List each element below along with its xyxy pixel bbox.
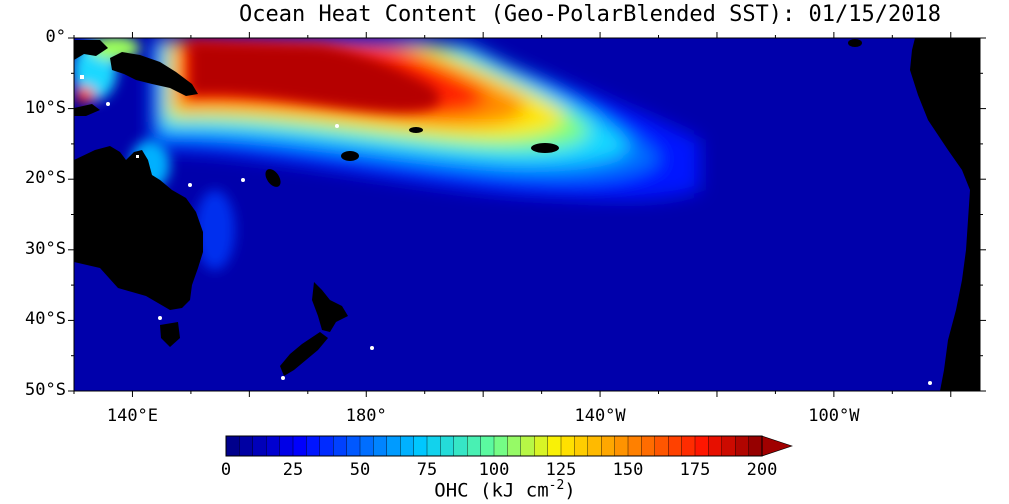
colorbar-tick-label: 0 — [220, 460, 232, 480]
colorbar-tick-label: 100 — [478, 460, 510, 480]
colorbar-swatch — [721, 435, 736, 457]
latitude-label: 10°S — [25, 97, 66, 118]
colorbar-swatch — [507, 435, 522, 457]
colorbar-swatch — [547, 435, 562, 457]
colorbar-swatch — [534, 435, 549, 457]
colorbar-tick-label: 125 — [545, 460, 577, 480]
australia-land — [74, 146, 203, 310]
colorbar-swatch — [319, 435, 334, 457]
colorbar-swatch — [266, 435, 281, 457]
colorbar-swatch — [587, 435, 602, 457]
colorbar-swatch — [386, 435, 401, 457]
ohc-field — [74, 38, 980, 391]
colorbar-tick-label: 25 — [282, 460, 304, 480]
colorbar-swatch — [413, 435, 428, 457]
colorbar — [225, 435, 793, 457]
colorbar-tick-label: 50 — [349, 460, 371, 480]
latitude-label: 0° — [45, 27, 66, 47]
colorbar-tick-label: 150 — [612, 460, 644, 480]
tasmania-land — [160, 322, 180, 347]
colorbar-swatch — [292, 435, 308, 457]
colorbar-swatch — [373, 435, 388, 457]
colorbar-swatch — [426, 435, 442, 457]
colorbar-tick-label: 75 — [416, 460, 438, 480]
colorbar-swatch — [708, 435, 723, 457]
colorbar-swatch — [239, 435, 254, 457]
south-america-land — [910, 38, 980, 391]
new-zealand-north-island — [312, 282, 348, 332]
latitude-label: 20°S — [25, 168, 66, 189]
colorbar-swatch — [333, 435, 348, 457]
colorbar-swatch — [493, 435, 509, 457]
colorbar-swatch — [346, 435, 361, 457]
colorbar-tick-label: 200 — [746, 460, 778, 480]
latitude-label: 40°S — [25, 309, 66, 330]
longitude-label: 180° — [345, 406, 387, 426]
latitude-label: 30°S — [25, 238, 66, 259]
colorbar-swatch — [359, 435, 375, 457]
colorbar-swatch — [480, 435, 495, 457]
colorbar-swatch — [614, 435, 629, 457]
colorbar-swatch — [467, 435, 482, 457]
colorbar-swatch — [560, 435, 576, 457]
colorbar-swatch — [641, 435, 656, 457]
colorbar-swatch — [681, 435, 696, 457]
colorbar-swatch — [440, 435, 455, 457]
colorbar-swatch — [252, 435, 267, 457]
map-axis-ticks — [68, 32, 986, 397]
colorbar-swatch — [735, 435, 750, 457]
longitude-label: 140°E — [106, 406, 159, 426]
latitude-label: 50°S — [25, 380, 66, 400]
colorbar-swatch — [453, 435, 468, 457]
new-guinea-land — [110, 52, 198, 96]
colorbar-swatch — [400, 435, 415, 457]
map-title: Ocean Heat Content (Geo-PolarBlended SST… — [239, 2, 941, 27]
colorbar-swatch — [306, 435, 321, 457]
colorbar-swatch — [654, 435, 669, 457]
colorbar-swatch — [627, 435, 643, 457]
colorbar-swatch — [668, 435, 683, 457]
colorbar-swatch — [748, 435, 763, 457]
longitude-label: 100°W — [808, 406, 860, 426]
land-masses — [74, 38, 980, 391]
colorbar-swatch — [520, 435, 535, 457]
colorbar-swatch — [279, 435, 294, 457]
colorbar-tick-label: 175 — [679, 460, 711, 480]
colorbar-swatch — [601, 435, 616, 457]
indonesia-land — [74, 40, 108, 60]
colorbar-swatch — [694, 435, 710, 457]
colorbar-swatch — [225, 435, 241, 457]
new-zealand-south-island — [280, 332, 328, 376]
colorbar-label: OHC (kJ cm-2) — [434, 478, 576, 502]
colorbar-swatch — [574, 435, 589, 457]
colorbar-overflow-arrow — [761, 435, 793, 457]
colorbar-frame — [225, 435, 763, 457]
longitude-label: 140°W — [574, 406, 626, 426]
